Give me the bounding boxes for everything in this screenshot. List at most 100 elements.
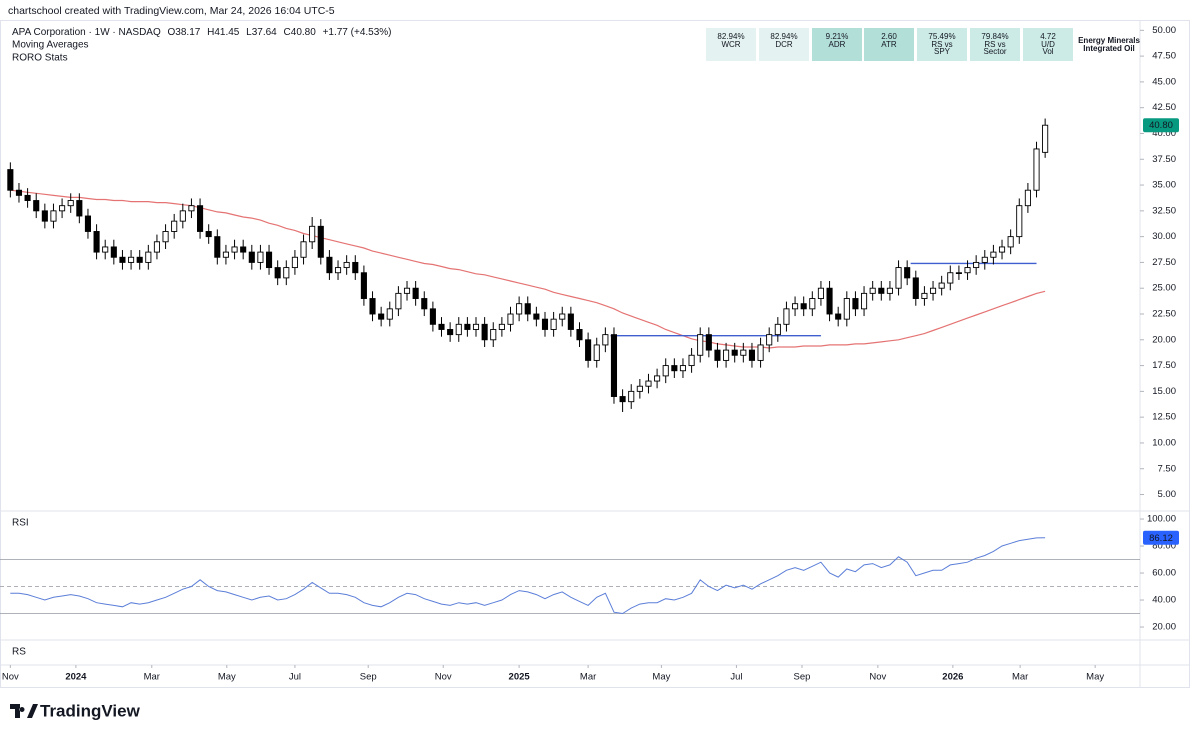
candle-body bbox=[481, 323, 488, 341]
candle-body bbox=[24, 194, 31, 201]
x-tick-label: Sep bbox=[794, 672, 811, 683]
candle-body bbox=[447, 329, 454, 336]
y-tick-label: 7.50 bbox=[1158, 463, 1177, 474]
candle-body bbox=[533, 313, 540, 320]
stat-label: U/D bbox=[1041, 40, 1055, 49]
y-tick-label: 45.00 bbox=[1152, 76, 1176, 87]
y-tick-label: 15.00 bbox=[1152, 386, 1176, 397]
x-tick-label: May bbox=[1086, 672, 1104, 683]
y-tick-label: 10.00 bbox=[1152, 437, 1176, 448]
candle-body bbox=[102, 246, 109, 253]
header-text: chartschool created with TradingView.com… bbox=[8, 5, 335, 17]
candle-body bbox=[41, 210, 48, 222]
candle-body bbox=[541, 318, 549, 330]
stat-value: 4.72 bbox=[1040, 32, 1056, 41]
legend-line: APA Corporation · 1W · NASDAQ O38.17 H41… bbox=[12, 27, 392, 38]
chart-frame bbox=[0, 20, 1190, 688]
candle-body bbox=[723, 349, 730, 361]
candle-body bbox=[464, 323, 471, 330]
legend-ma: Moving Averages bbox=[12, 40, 89, 51]
candle-body bbox=[352, 261, 359, 274]
candle-body bbox=[878, 287, 885, 294]
candle-body bbox=[300, 241, 307, 258]
stat-label: DCR bbox=[775, 40, 793, 49]
candle-body bbox=[714, 349, 721, 361]
y-tick-label: 37.50 bbox=[1152, 154, 1176, 165]
candle-body bbox=[964, 267, 971, 274]
candle-body bbox=[222, 251, 229, 258]
x-tick-label: Sep bbox=[360, 672, 377, 683]
stat-value: 75.49% bbox=[928, 32, 955, 41]
candle-body bbox=[740, 349, 747, 356]
candle-body bbox=[619, 396, 626, 403]
stat-value: 79.84% bbox=[981, 32, 1008, 41]
candle-body bbox=[240, 246, 247, 253]
stat-box bbox=[864, 28, 914, 61]
candle-body bbox=[869, 287, 876, 294]
stat-value: 82.94% bbox=[770, 32, 797, 41]
candle-body bbox=[205, 231, 212, 238]
price-tag bbox=[1143, 118, 1179, 133]
y-tick-label: 17.50 bbox=[1152, 360, 1176, 371]
candle-body bbox=[291, 256, 298, 269]
stat-box bbox=[812, 28, 862, 61]
candle-body bbox=[645, 380, 652, 387]
candle-body bbox=[1016, 205, 1023, 238]
candle-body bbox=[59, 205, 66, 212]
candle-body bbox=[895, 267, 902, 289]
candle-body bbox=[153, 241, 160, 253]
candle-body bbox=[835, 313, 842, 320]
stat-box bbox=[917, 28, 967, 61]
candle-body bbox=[861, 292, 868, 310]
legend-close: C40.80 bbox=[284, 27, 317, 38]
candle-body bbox=[231, 246, 238, 253]
y-tick-label: 20.00 bbox=[1152, 622, 1176, 633]
y-tick-label: 27.50 bbox=[1152, 257, 1176, 268]
candle-body bbox=[567, 313, 574, 330]
candle-body bbox=[317, 225, 324, 258]
candle-body bbox=[162, 231, 169, 243]
y-tick-label: 60.00 bbox=[1152, 568, 1176, 579]
candle-body bbox=[817, 287, 824, 299]
y-tick-label: 40.00 bbox=[1152, 595, 1176, 606]
candle-body bbox=[76, 200, 83, 217]
legend-low: L37.64 bbox=[246, 27, 277, 38]
stat-value: 9.21% bbox=[826, 32, 849, 41]
candle-body bbox=[248, 251, 255, 263]
rsi-line bbox=[10, 537, 1046, 615]
x-tick-label: Mar bbox=[580, 672, 596, 683]
candle-body bbox=[679, 365, 687, 372]
candle-body bbox=[654, 375, 661, 382]
candle-body bbox=[84, 215, 92, 232]
logo-text: TradingView bbox=[40, 701, 141, 720]
candle-body bbox=[576, 329, 583, 341]
stat-box bbox=[706, 28, 756, 61]
stat-value: 2.60 bbox=[881, 32, 897, 41]
candle-body bbox=[334, 267, 342, 274]
x-tick-label: Nov bbox=[2, 672, 19, 683]
candle-body bbox=[171, 220, 178, 232]
candle-body bbox=[395, 292, 402, 310]
candle-body bbox=[973, 261, 980, 269]
stat-label: RS vs bbox=[931, 40, 952, 49]
candle-body bbox=[981, 256, 988, 263]
candle-body bbox=[912, 277, 919, 299]
price-tag-label: 40.80 bbox=[1149, 120, 1173, 131]
candle-body bbox=[403, 287, 411, 294]
x-tick-label: May bbox=[218, 672, 236, 683]
legend-indicator: RORO Stats bbox=[12, 53, 68, 64]
candle-body bbox=[766, 334, 773, 346]
stat-value: 82.94% bbox=[717, 32, 744, 41]
rs-label: RS bbox=[12, 647, 26, 658]
candle-body bbox=[93, 231, 100, 253]
stat-label: RS vs bbox=[984, 40, 1005, 49]
candle-body bbox=[800, 303, 807, 310]
candle-body bbox=[990, 251, 997, 258]
x-tick-label: Jul bbox=[730, 672, 742, 683]
candle-body bbox=[809, 298, 816, 310]
x-tick-label: 2024 bbox=[65, 672, 87, 683]
candle-body bbox=[128, 256, 135, 263]
stat-label: SPY bbox=[934, 47, 951, 56]
candle-body bbox=[593, 344, 600, 361]
candle-body bbox=[429, 308, 436, 325]
